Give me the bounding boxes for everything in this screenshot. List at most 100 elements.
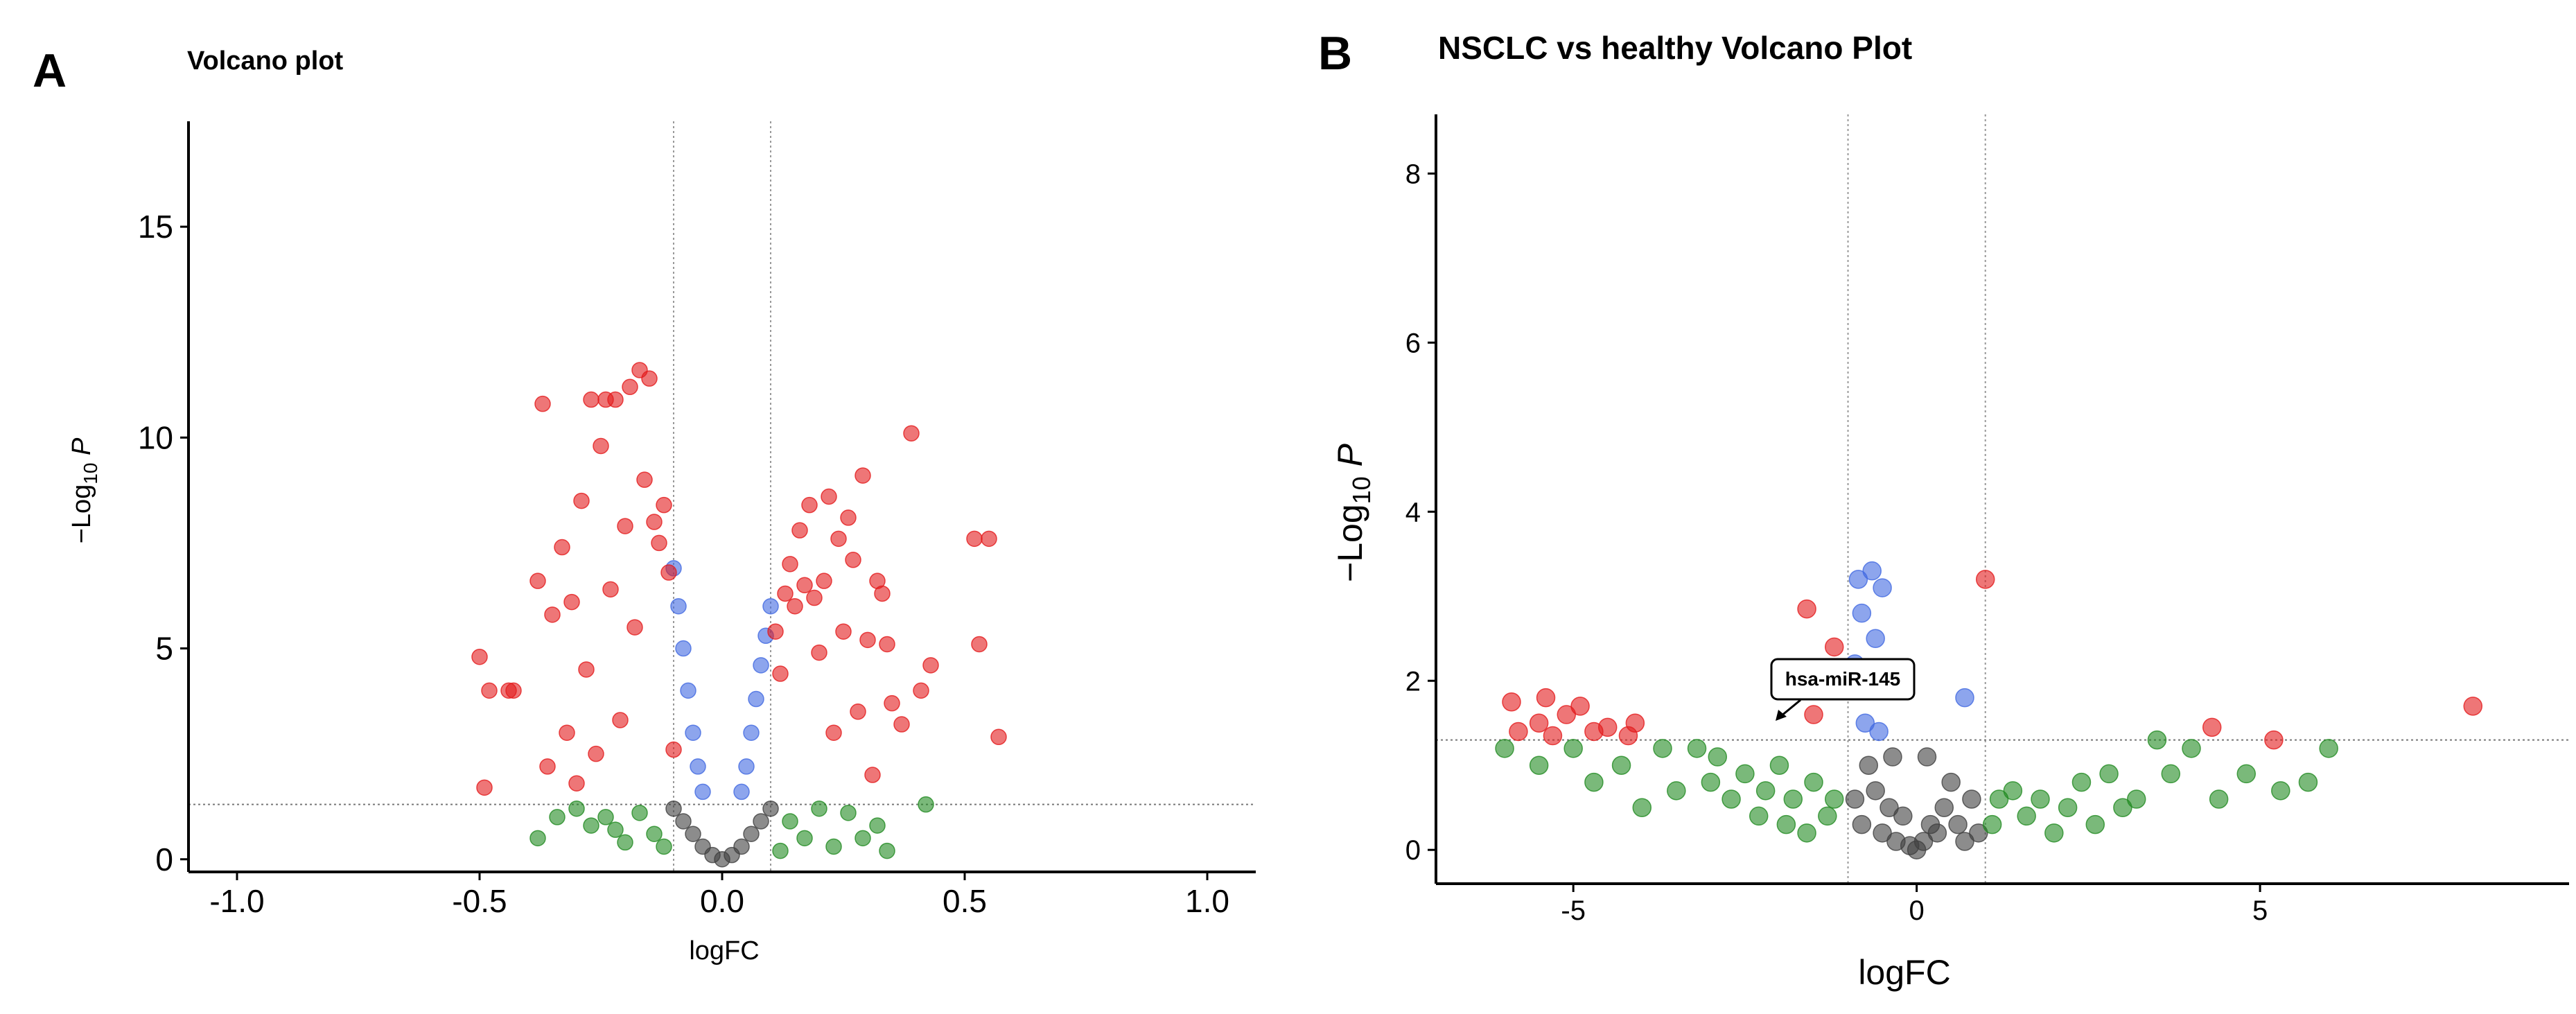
x-tick-label: 5	[2252, 895, 2268, 926]
data-point-fc-only	[607, 821, 624, 838]
data-point-p-and-fc	[1824, 637, 1844, 657]
data-point-p-and-fc	[651, 534, 667, 552]
data-point-fc-only	[1755, 781, 1776, 801]
data-point-not-significant	[675, 813, 692, 830]
data-point-p-and-fc	[981, 530, 997, 548]
x-tick-label: -0.5	[452, 883, 507, 919]
data-point-p-and-fc	[791, 522, 808, 539]
data-point-fc-only	[2031, 789, 2050, 809]
panel-b-points	[1495, 561, 2483, 859]
data-point-p-only	[1869, 722, 1889, 742]
data-point-p-and-fc	[481, 682, 498, 699]
data-point-not-significant	[1859, 755, 1879, 775]
data-point-p-and-fc	[801, 496, 818, 514]
panel-b: B NSCLC vs healthy Volcano Plot -5 0 5 0 2 4 6…	[1318, 27, 2569, 992]
data-point-p-and-fc	[1557, 705, 1577, 724]
data-point-fc-only	[656, 838, 672, 855]
panel-a-letter: A	[33, 44, 67, 97]
data-point-p-and-fc	[602, 581, 619, 598]
data-point-p-and-fc	[782, 556, 798, 572]
data-point-p-and-fc	[825, 724, 842, 741]
data-point-fc-only	[2085, 814, 2105, 834]
data-point-p-and-fc	[830, 530, 847, 548]
data-point-not-significant	[1913, 832, 1934, 851]
data-point-p-and-fc	[806, 589, 823, 606]
data-point-p-and-fc	[636, 471, 653, 488]
data-point-p-and-fc	[612, 712, 629, 728]
data-point-fc-only	[869, 817, 886, 834]
data-point-not-significant	[1917, 747, 1937, 767]
data-point-p-and-fc	[476, 779, 493, 796]
data-point-p-and-fc	[656, 496, 672, 514]
data-point-fc-only	[2271, 781, 2290, 801]
data-point-fc-only	[1776, 814, 1796, 834]
data-point-p-and-fc	[990, 728, 1007, 746]
data-point-p-and-fc	[660, 564, 677, 581]
data-point-fc-only	[1769, 755, 1789, 775]
x-tick-label: -1.0	[209, 883, 264, 919]
data-point-p-and-fc	[879, 636, 895, 653]
data-point-fc-only	[1632, 798, 1652, 817]
data-point-p-and-fc	[913, 682, 929, 699]
data-point-p-and-fc	[1625, 713, 1645, 733]
data-point-fc-only	[2147, 730, 2167, 750]
data-point-fc-only	[617, 834, 633, 851]
data-point-p-and-fc	[641, 370, 658, 387]
data-point-p-and-fc	[539, 758, 556, 775]
data-point-fc-only	[879, 842, 895, 859]
data-point-not-significant	[1866, 781, 1885, 801]
panel-a-y-axis-label-sub: 10	[80, 463, 101, 484]
data-point-p-and-fc	[859, 631, 876, 649]
x-tick-label: 0.5	[943, 883, 987, 919]
data-point-p-and-fc	[1975, 570, 1995, 589]
data-point-not-significant	[1941, 772, 1961, 792]
data-point-fc-only	[568, 800, 585, 817]
data-point-not-significant	[1934, 798, 1954, 817]
data-point-fc-only	[2182, 739, 2201, 758]
data-point-p-and-fc	[850, 703, 866, 720]
annotation-label: hsa-miR-145	[1785, 668, 1901, 690]
data-point-p-and-fc	[772, 665, 789, 682]
annotation-arrow	[1780, 699, 1801, 717]
data-point-p-and-fc	[816, 572, 832, 589]
data-point-fc-only	[918, 796, 934, 813]
data-point-fc-only	[2236, 764, 2257, 784]
data-point-p-and-fc	[1804, 705, 1823, 724]
data-point-p-only	[680, 682, 696, 699]
data-point-p-and-fc	[884, 694, 900, 712]
data-point-not-significant	[733, 838, 750, 855]
panel-a: A Volcano plot -1.0 -0.5 0.0 0.5 1.0 0 5 10 15 l…	[33, 44, 1256, 965]
y-tick-label: 2	[1405, 666, 1421, 697]
data-point-p-and-fc	[1570, 697, 1590, 716]
data-point-p-only	[675, 640, 692, 657]
data-point-fc-only	[1667, 781, 1686, 801]
panel-b-y-axis-label: −Log10 P	[1331, 443, 1376, 582]
data-point-p-and-fc	[874, 585, 891, 602]
data-point-p-and-fc	[617, 518, 633, 534]
data-point-fc-only	[1584, 772, 1604, 792]
data-point-p-and-fc	[568, 775, 585, 792]
data-point-p-and-fc	[588, 745, 604, 762]
data-point-fc-only	[2003, 781, 2023, 801]
y-tick-label: 5	[155, 631, 173, 667]
data-point-p-only	[1848, 570, 1868, 589]
data-point-not-significant	[665, 800, 682, 817]
panel-b-threshold-lines	[1436, 114, 2569, 884]
data-point-p-only	[738, 758, 755, 775]
data-point-p-and-fc	[1502, 692, 1521, 712]
data-point-fc-only	[2058, 798, 2078, 817]
data-point-fc-only	[1701, 772, 1721, 792]
data-point-not-significant	[1845, 789, 1865, 809]
data-point-p-and-fc	[646, 514, 663, 530]
data-point-fc-only	[2161, 764, 2181, 784]
data-point-fc-only	[2099, 764, 2119, 784]
panel-b-y-axis-label-main: −Log	[1331, 504, 1369, 582]
panel-b-letter: B	[1318, 27, 1352, 80]
data-point-p-and-fc	[529, 572, 546, 589]
data-point-p-and-fc	[796, 577, 813, 594]
data-point-p-and-fc	[573, 492, 590, 509]
data-point-fc-only	[1824, 789, 1844, 809]
panel-b-y-axis-label-sub: 10	[1347, 476, 1376, 504]
data-point-p-only	[753, 657, 769, 674]
